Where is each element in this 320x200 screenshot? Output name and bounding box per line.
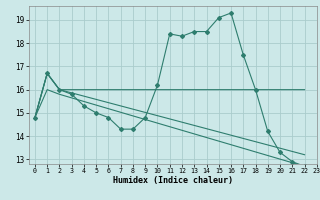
X-axis label: Humidex (Indice chaleur): Humidex (Indice chaleur) (113, 176, 233, 185)
